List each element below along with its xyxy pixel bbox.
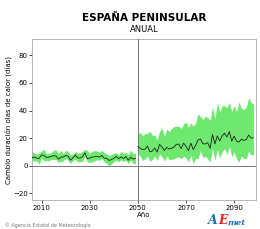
Text: met: met xyxy=(228,219,246,227)
Text: © Agencia Estatal de Meteorología: © Agencia Estatal de Meteorología xyxy=(5,222,91,228)
Text: A: A xyxy=(208,214,218,227)
X-axis label: Año: Año xyxy=(137,212,151,218)
Text: ESPAÑA PENINSULAR: ESPAÑA PENINSULAR xyxy=(82,13,206,23)
Y-axis label: Cambio duración olas de calor (días): Cambio duración olas de calor (días) xyxy=(4,56,12,184)
Text: E: E xyxy=(218,214,228,227)
Text: ANUAL: ANUAL xyxy=(129,25,158,34)
